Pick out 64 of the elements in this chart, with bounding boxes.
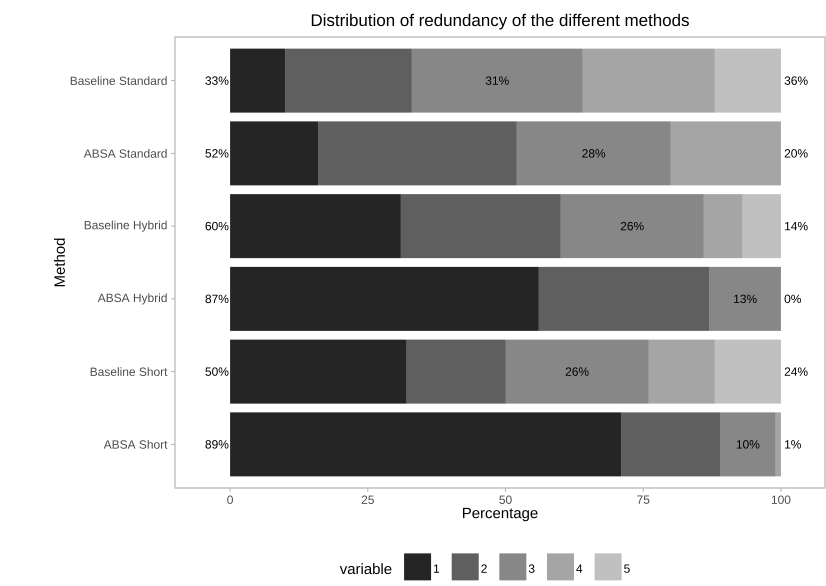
bar (742, 194, 781, 258)
bar (230, 266, 539, 331)
annotation: 52% (205, 149, 228, 158)
bar (621, 412, 720, 476)
legend-label: 1 (434, 564, 440, 573)
bar (400, 194, 561, 258)
annotation: 20% (784, 149, 808, 158)
data-label: 10% (736, 440, 760, 449)
bar (538, 266, 710, 331)
bar (714, 48, 781, 113)
data-label: 28% (582, 149, 606, 158)
annotation: 89% (205, 440, 228, 449)
bar (516, 121, 671, 186)
bar (230, 340, 406, 404)
bar (720, 412, 776, 476)
data-label: 13% (734, 294, 757, 304)
annotation: 60% (206, 222, 228, 230)
annotation: 24% (784, 367, 808, 376)
annotation: 36% (784, 76, 808, 85)
bar (704, 194, 742, 258)
bar (230, 121, 318, 186)
data-label: 26% (620, 222, 644, 230)
bar (670, 121, 781, 186)
bar (582, 48, 715, 113)
bar (230, 48, 286, 113)
bar (775, 412, 781, 476)
legend-label: 5 (624, 564, 630, 573)
bar (230, 412, 622, 476)
annotation: 33% (205, 76, 228, 85)
bar (714, 340, 781, 404)
legend-label: 3 (528, 564, 534, 573)
annotation: 0% (784, 294, 801, 304)
annotation: 87% (205, 294, 228, 304)
x-axis-title: Percentage (463, 508, 538, 522)
y-tick-label: ABSA Standard (84, 149, 167, 158)
y-tick-label: ABSA Hybrid (98, 293, 167, 304)
legend-label: 4 (576, 564, 582, 573)
annotation: 50% (205, 367, 228, 376)
y-tick-label: Baseline Short (90, 367, 168, 376)
bar (318, 121, 517, 186)
x-tick-label: 25 (362, 496, 374, 504)
y-tick-label: Baseline Hybrid (84, 220, 167, 232)
legend-label: 2 (481, 564, 487, 573)
y-axis-title: Method (54, 238, 65, 286)
data-label: 31% (486, 76, 509, 85)
y-tick-label: Baseline Standard (70, 76, 167, 86)
data-label: 26% (566, 367, 589, 376)
chart-title: Distribution of redundancy of the different methods (312, 14, 689, 30)
y-tick-label: ABSA Short (104, 440, 168, 449)
bar (412, 48, 583, 113)
annotation: 14% (785, 222, 808, 230)
bar (648, 340, 715, 404)
bar (406, 340, 506, 404)
annotation: 1% (785, 440, 801, 449)
x-tick-label: 50 (499, 496, 512, 504)
bar (709, 266, 781, 331)
bar (560, 194, 704, 258)
x-tick-label: 0 (227, 496, 233, 504)
legend-title: variable (340, 563, 392, 574)
bar (285, 48, 412, 113)
bar (506, 340, 649, 404)
x-tick-label: 75 (637, 496, 650, 504)
x-tick-label: 100 (772, 496, 790, 504)
bar (230, 194, 401, 258)
